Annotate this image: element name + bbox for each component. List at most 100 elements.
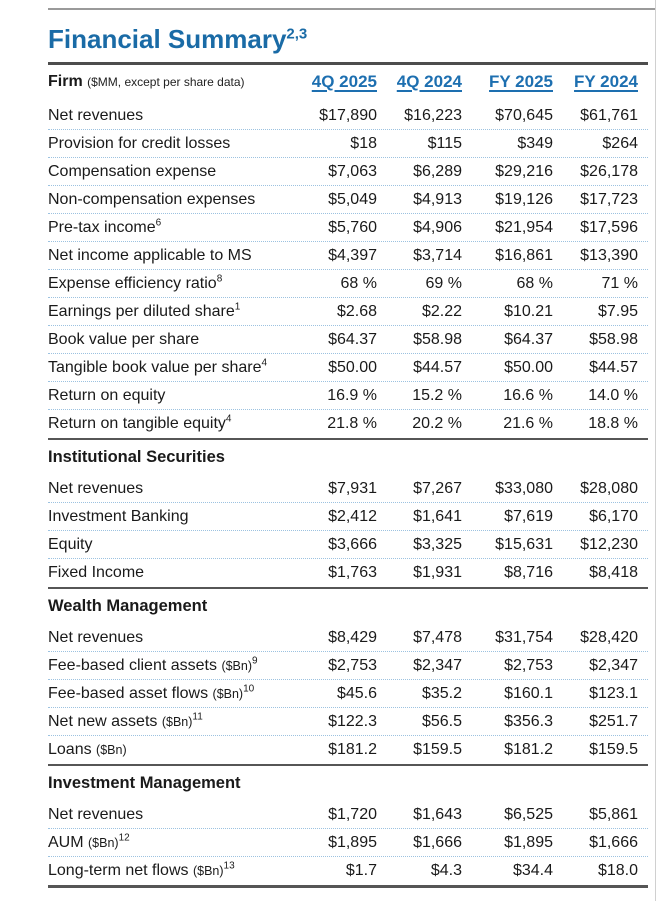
table-body: Net revenues $17,890 $16,223 $70,645 $61,761… [48,98,648,885]
column-header-fy-2025[interactable]: FY 2025 [462,72,553,92]
section-body: Net revenues $1,720 $1,643 $6,525 $5,861 AUM … [48,797,648,885]
row-label-text: Fee-based asset flows [48,684,209,702]
column-header-label: FY 2024 [574,71,638,91]
section-title: Wealth Management [48,587,648,620]
row-label-note: ($Bn) [96,743,127,757]
row-label-text: Net revenues [48,106,144,124]
cell-value: 69 % [425,274,462,292]
row-label: Fixed Income [48,564,293,582]
row-label-text: Fee-based client assets [48,656,217,674]
cell-value: $123.1 [589,684,638,702]
row-label-text: Equity [48,535,93,553]
page-title: Financial Summary2,3 [48,24,648,65]
row-label-superscript: 6 [155,217,162,229]
cell-value: $10.21 [504,302,553,320]
cell-value: $159.5 [589,741,638,758]
row-label-text: Fixed Income [48,564,145,581]
column-header-fy-2024[interactable]: FY 2024 [553,72,638,92]
table-row: Compensation expense $7,063 $6,289 $29,216 $… [48,158,648,186]
row-label-superscript: 9 [252,655,258,667]
cell-value: $1,666 [413,833,462,851]
row-label-superscript: 1 [234,301,241,313]
cell-value: $50.00 [328,358,377,376]
cell-value: 68 % [340,274,377,292]
cell-value: $2,347 [589,656,638,674]
cell-value: $349 [517,134,553,152]
cell-value: $13,390 [580,246,638,264]
cell-value: $2,412 [328,507,377,525]
cell-value: $58.98 [413,330,462,348]
table-row: Pre-tax income6 $5,760 $4,906 $21,954 $17,59… [48,214,648,242]
cell-value: $122.3 [328,712,377,730]
cell-value: $4,913 [413,190,462,208]
table-row: Net income applicable to MS $4,397 $3,714 $… [48,242,648,270]
section-title: Investment Management [48,764,648,797]
cell-value: $115 [427,134,462,152]
table-header-row: Firm ($MM, except per share data) 4Q 202… [48,65,648,98]
table-row: Fee-based client assets ($Bn)9 $2,753 $2,3… [48,652,648,680]
row-label: Compensation expense [48,163,293,181]
firm-header-cell: Firm ($MM, except per share data) [48,73,293,91]
column-header-4q-2025[interactable]: 4Q 2025 [293,72,377,92]
cell-value: $1,763 [328,564,377,581]
cell-value: $1,666 [589,833,638,851]
cell-value: $160.1 [504,684,553,702]
cell-value: $8,716 [504,564,553,581]
cell-value: $17,596 [580,218,638,236]
cell-value: $251.7 [589,712,638,730]
table-row: Net revenues $1,720 $1,643 $6,525 $5,861 [48,801,648,829]
row-label: Net revenues [48,107,293,125]
cell-value: $16,861 [495,246,553,264]
cell-value: $7,063 [328,162,377,180]
firm-label: Firm [48,72,83,90]
cell-value: $181.2 [504,741,553,758]
cell-value: $4,906 [413,218,462,236]
row-label: Net revenues [48,480,293,498]
cell-value: $28,080 [580,479,638,497]
row-label-text: Long-term net flows [48,862,189,879]
financial-summary-table: Financial Summary2,3 Firm ($MM, except p… [48,24,648,888]
cell-value: $1.7 [345,862,377,879]
row-label-superscript: 4 [261,357,268,369]
cell-value: $4,397 [328,246,377,264]
cell-value: $44.57 [589,358,638,376]
row-label-note: ($Bn) [88,835,119,850]
table-row: Return on equity 16.9 % 15.2 % 16.6 % 14.0 % [48,382,648,410]
table-row: Net revenues $7,931 $7,267 $33,080 $28,080 [48,475,648,503]
cell-value: $26,178 [580,162,638,180]
cell-value: 16.9 % [327,386,377,404]
table-row: Tangible book value per share4 $50.00 $44.… [48,354,648,382]
row-label-text: Non-compensation expenses [48,190,256,208]
cell-value: 18.8 % [588,415,638,432]
cell-value: $64.37 [328,330,377,348]
cell-value: $18 [350,134,377,152]
cell-value: $64.37 [504,330,553,348]
cell-value: $50.00 [504,358,553,376]
page-title-superscript: 2,3 [286,25,308,43]
row-label-note: ($Bn) [221,658,253,673]
cell-value: $2,347 [413,656,462,674]
cell-value: $7,267 [413,479,462,497]
table-row: Net new assets ($Bn)11 $122.3 $56.5 $356.3 $… [48,708,648,736]
row-label-note: ($Bn) [212,686,244,701]
row-label-text: Net income applicable to MS [48,246,252,264]
row-label-text: Loans [48,741,92,758]
row-label: Book value per share [48,331,293,349]
cell-value: $6,170 [589,507,638,525]
cell-value: $4.3 [430,862,462,879]
cell-value: $2.22 [421,302,462,320]
cell-value: 15.2 % [412,386,462,404]
row-label-text: Earnings per diluted share [48,302,235,320]
row-label: Net income applicable to MS [48,247,293,265]
table-row: Earnings per diluted share1 $2.68 $2.22 $10… [48,298,648,326]
cell-value: $1,895 [328,833,377,851]
page-title-text: Financial Summary [48,24,287,54]
cell-value: 20.2 % [412,415,462,432]
row-label: Return on tangible equity4 [48,414,293,433]
row-label-text: Provision for credit losses [48,134,231,152]
section-body: Net revenues $8,429 $7,478 $31,754 $28,420 Fe… [48,620,648,764]
row-label-superscript: 10 [243,683,255,695]
row-label-note: ($Bn) [161,714,193,729]
column-header-4q-2024[interactable]: 4Q 2024 [377,72,462,92]
row-label-superscript: 13 [223,860,235,872]
